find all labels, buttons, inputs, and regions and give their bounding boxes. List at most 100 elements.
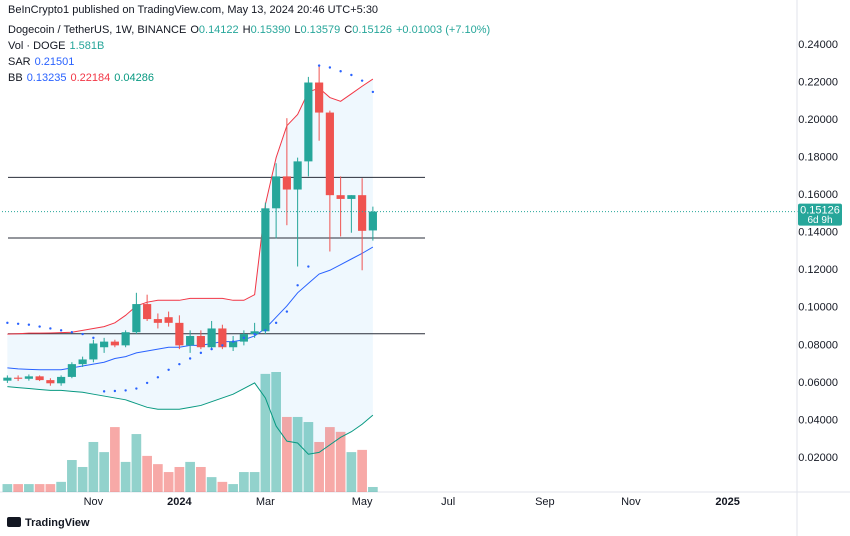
ohlc-value: 0.15390 (250, 24, 291, 36)
x-tick-label: Nov (84, 496, 104, 508)
indicator-legend: SAR 0.21501 (8, 56, 158, 72)
y-tick-label: 0.20000 (798, 114, 838, 126)
candle-body (121, 332, 130, 346)
ohlc-value: 0.14122 (198, 24, 239, 36)
x-tick-label: 2025 (715, 496, 739, 508)
volume-bar (77, 466, 88, 492)
sar-dot (81, 332, 84, 336)
sar-dot (102, 390, 106, 393)
ohlc-key: L (294, 24, 301, 36)
ohlc-item: C0.15126 (344, 24, 392, 36)
sar-dot (285, 310, 289, 313)
ohlc-item: O0.14122 (190, 24, 238, 36)
volume-bar (325, 427, 335, 492)
x-tick-label: Sep (535, 496, 555, 508)
candle-body (35, 376, 44, 381)
candle-body (3, 377, 12, 381)
y-tick-label: 0.08000 (798, 339, 838, 351)
volume-bar (282, 416, 292, 492)
candle-body (196, 335, 205, 348)
candle-body (282, 176, 291, 190)
sar-dot (59, 329, 63, 332)
sar-dot (242, 336, 246, 340)
sar-dot (317, 64, 321, 67)
candle-body (14, 377, 23, 379)
indicator-value: 0.21501 (34, 56, 75, 68)
candle-body (46, 380, 55, 384)
candle-body (229, 341, 238, 348)
y-tick-label: 0.22000 (798, 76, 838, 88)
volume-bar (88, 441, 99, 492)
candle-body (164, 317, 173, 323)
ohlc-value: 0.13579 (300, 24, 341, 36)
volume-bar (249, 472, 260, 492)
legend-indicators: Vol · DOGE 1.581B SAR 0.21501 BB 0.13235 0.221… (8, 40, 158, 88)
brand: TradingView (25, 517, 90, 529)
candle-body (186, 335, 195, 346)
indicator-legend: Vol · DOGE 1.581B (8, 40, 158, 56)
candle-body (261, 208, 270, 332)
candle-body (368, 211, 377, 231)
volume-bar (206, 477, 217, 492)
volume-bar (45, 484, 56, 492)
sar-dot (231, 340, 235, 343)
sar-dot (135, 387, 138, 390)
candle-body (207, 328, 216, 348)
candle-body (24, 376, 33, 379)
candle-body (293, 161, 302, 190)
sar-dot (113, 389, 117, 393)
ohlc-key: C (344, 24, 353, 36)
indicator-value: 1.581B (69, 40, 105, 52)
candle-body (347, 195, 356, 199)
candle-body (325, 112, 334, 196)
candle-body (272, 176, 281, 209)
y-tick-label: 0.04000 (798, 414, 838, 426)
x-tick-label: Mar (256, 496, 275, 508)
y-tick-label: 0.02000 (798, 452, 838, 464)
volume-bar (34, 484, 45, 492)
sar-dot (6, 321, 9, 325)
indicator-legend: BB 0.13235 0.22184 0.04286 (8, 72, 158, 88)
y-tick-label: 0.16000 (798, 189, 838, 201)
price-tag-price: 0.15126 (800, 204, 840, 216)
publisher: BeInCrypto1 published on TradingView.com… (8, 4, 379, 16)
sar-dot (253, 332, 256, 336)
sar-dot (328, 66, 332, 69)
volume-bar (228, 484, 238, 492)
indicator-name: SAR (8, 56, 31, 68)
volume-bar (292, 416, 303, 492)
volume-bar (217, 481, 228, 492)
volume-bar (110, 427, 120, 492)
ohlc-item: H0.15390 (243, 24, 291, 36)
candle-body (315, 82, 324, 113)
ohlc-item: L0.13579 (294, 24, 340, 36)
sar-dot (49, 327, 52, 330)
sar-dot (296, 284, 299, 287)
sar-dot (199, 351, 203, 355)
ohlc-key: O (190, 24, 199, 36)
volume-bar (346, 452, 357, 492)
volume-bar (131, 434, 142, 492)
candle-body (358, 195, 367, 231)
volume-bar (120, 461, 131, 492)
price-tag-countdown: 6d 9h (807, 215, 832, 226)
y-tick-label: 0.18000 (798, 152, 838, 164)
sar-dot (145, 381, 149, 385)
volume-bar (303, 422, 314, 492)
sar-dot (38, 325, 41, 328)
sar-dot (360, 79, 364, 82)
candle-body (336, 195, 345, 199)
candle-body (304, 82, 313, 162)
indicator-value: 0.04286 (114, 72, 154, 84)
candle-body (110, 341, 119, 346)
volume-bar (271, 372, 281, 492)
ohlc-value: 0.15126 (352, 24, 392, 36)
sar-dot (221, 344, 224, 347)
y-tick-label: 0.14000 (798, 227, 838, 239)
sar-dot (124, 389, 127, 392)
volume-bar (153, 464, 163, 492)
y-tick-label: 0.24000 (798, 39, 838, 51)
indicator-value: 0.13235 (26, 72, 67, 84)
y-tick-label: 0.10000 (798, 302, 838, 314)
sar-dot (167, 368, 170, 371)
